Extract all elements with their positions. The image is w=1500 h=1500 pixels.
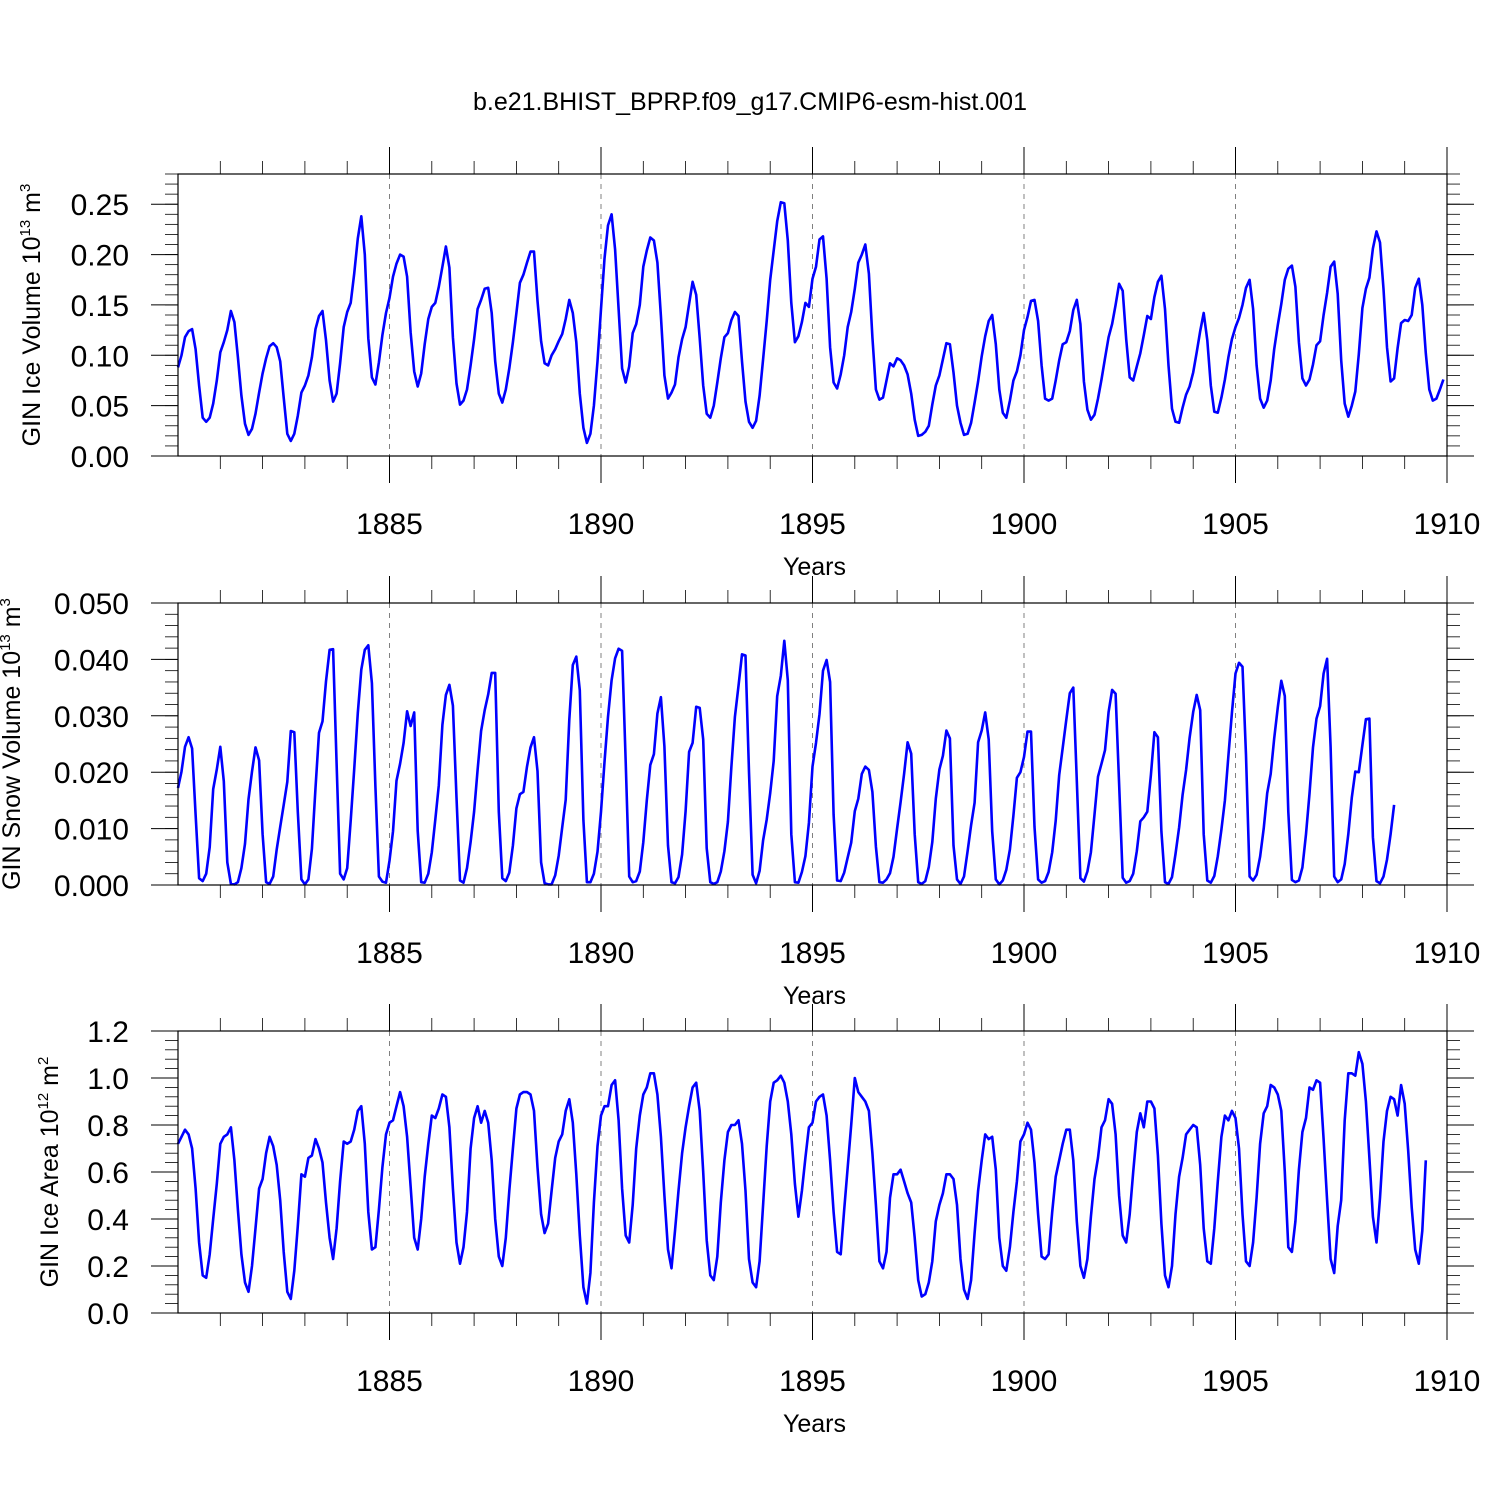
y-tick-label: 0.050 [54,588,129,621]
x-tick-label: 1900 [991,937,1058,970]
y-axis-label-unit: m [36,1065,64,1093]
y-axis-label-text: GIN Ice Area 10 [36,1109,64,1287]
y-tick-label: 0.4 [87,1204,129,1237]
figure-title: b.e21.BHIST_BPRP.f09_g17.CMIP6-esm-hist.… [473,88,1027,116]
x-axis-label: Years [783,1410,846,1438]
y-tick-label: 0.0 [87,1298,129,1331]
x-tick-label: 1900 [991,1365,1058,1398]
x-tick-label: 1910 [1414,508,1481,541]
y-axis-label: GIN Ice Volume 1013 m3 [17,184,46,447]
x-axis-label: Years [783,553,846,581]
y-tick-label: 0.8 [87,1110,129,1143]
y-axis-label-text: GIN Ice Volume 10 [18,236,46,446]
x-tick-label: 1895 [779,937,846,970]
x-tick-label: 1885 [356,937,423,970]
y-tick-label: 0.00 [71,441,129,474]
y-tick-label: 0.2 [87,1251,129,1284]
y-tick-label: 0.010 [54,814,129,847]
y-axis-label-unit: m [0,606,26,634]
y-tick-label: 0.10 [71,340,129,373]
y-axis-label: GIN Ice Area 1012 m2 [35,1057,64,1288]
x-tick-label: 1905 [1202,1365,1269,1398]
y-axis-label: GIN Snow Volume 1013 m3 [0,598,26,890]
x-tick-label: 1905 [1202,937,1269,970]
x-axis-label: Years [783,982,846,1010]
x-tick-label: 1910 [1414,1365,1481,1398]
y-tick-label: 1.2 [87,1016,129,1049]
chart-panel-3: 0.0 0.2 0.4 0.6 0.8 1.0 1.2 1885 1890 1895 1900 190… [35,1004,1480,1438]
x-tick-label: 1885 [356,1365,423,1398]
y-axis-label-exp: 13 [17,220,34,237]
x-tick-label: 1895 [779,508,846,541]
y-tick-label: 0.040 [54,644,129,677]
series-line [176,639,1396,886]
y-tick-label: 0.030 [54,701,129,734]
y-axis-label-unit-exp: 3 [0,598,14,606]
x-tick-label: 1905 [1202,508,1269,541]
x-tick-label: 1895 [779,1365,846,1398]
chart-panel-1: 0.00 0.05 0.10 0.15 0.20 0.25 1885 1890 1895 1900… [17,147,1480,581]
x-tick-label: 1890 [568,1365,635,1398]
y-tick-label: 0.6 [87,1157,129,1190]
x-tick-label: 1900 [991,508,1058,541]
y-axis-label-text: GIN Snow Volume 10 [0,651,26,890]
y-tick-label: 1.0 [87,1063,129,1096]
y-tick-label: 0.25 [71,189,129,222]
series-line [176,1050,1428,1305]
y-axis-label-unit-exp: 3 [17,184,34,192]
x-tick-label: 1890 [568,937,635,970]
x-tick-label: 1910 [1414,937,1481,970]
y-axis-label-unit-exp: 2 [35,1057,52,1065]
series-line [176,200,1445,445]
x-tick-label: 1890 [568,508,635,541]
y-tick-label: 0.000 [54,870,129,903]
y-tick-label: 0.05 [71,391,129,424]
panels-group: 0.00 0.05 0.10 0.15 0.20 0.25 1885 1890 1895 1900… [0,147,1480,1438]
chart-panel-2: 0.000 0.010 0.020 0.030 0.040 0.050 1885 1890 18… [0,576,1480,1010]
y-axis-label-unit: m [18,192,46,220]
y-tick-label: 0.020 [54,757,129,790]
x-tick-label: 1885 [356,508,423,541]
y-tick-label: 0.15 [71,290,129,323]
y-tick-label: 0.20 [71,240,129,273]
y-axis-label-exp: 12 [35,1093,52,1110]
y-axis-label-exp: 13 [0,634,14,651]
